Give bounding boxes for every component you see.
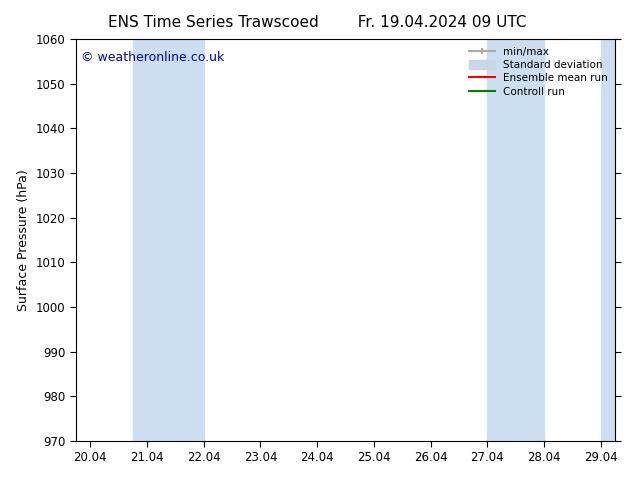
Bar — [601, 39, 629, 441]
Legend: min/max, Standard deviation, Ensemble mean run, Controll run: min/max, Standard deviation, Ensemble me… — [464, 42, 612, 101]
Text: ENS Time Series Trawscoed        Fr. 19.04.2024 09 UTC: ENS Time Series Trawscoed Fr. 19.04.2024… — [108, 15, 526, 30]
Bar — [488, 39, 544, 441]
Y-axis label: Surface Pressure (hPa): Surface Pressure (hPa) — [17, 169, 30, 311]
Bar — [133, 39, 204, 441]
Text: © weatheronline.co.uk: © weatheronline.co.uk — [81, 51, 224, 64]
